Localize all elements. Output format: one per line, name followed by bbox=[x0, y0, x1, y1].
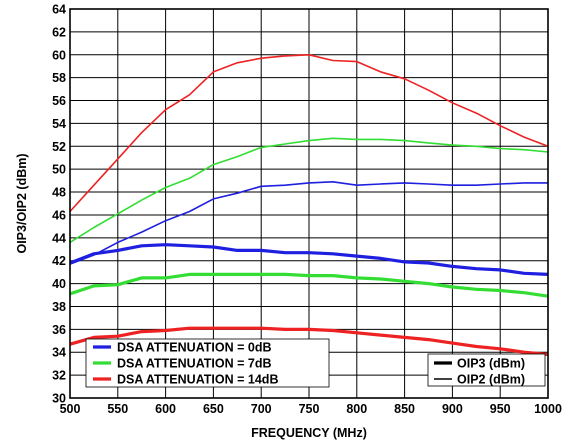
y-tick-label: 34 bbox=[52, 346, 66, 360]
x-tick-label: 550 bbox=[107, 402, 128, 416]
x-tick-label: 750 bbox=[299, 402, 320, 416]
legend-style-entry: OIP3 (dBm) bbox=[457, 357, 525, 371]
y-tick-label: 40 bbox=[52, 277, 66, 291]
legend-style-entry: OIP2 (dBm) bbox=[457, 373, 525, 387]
style-legend-box bbox=[427, 353, 546, 387]
x-tick-label: 950 bbox=[490, 402, 511, 416]
legend-entry: DSA ATTENUATION = 14dB bbox=[117, 373, 278, 387]
x-tick-label: 1000 bbox=[534, 402, 562, 416]
series-line-5 bbox=[69, 272, 549, 298]
series-lines bbox=[69, 53, 549, 357]
legend-entry: DSA ATTENUATION = 7dB bbox=[117, 357, 272, 371]
y-axis-label: OIP3/OIP2 (dBm) bbox=[15, 153, 29, 253]
series-line-4 bbox=[69, 243, 549, 276]
x-tick-label: 850 bbox=[394, 402, 415, 416]
x-tick-label: 900 bbox=[442, 402, 463, 416]
y-tick-label: 38 bbox=[52, 300, 66, 314]
y-tick-label: 62 bbox=[52, 25, 66, 39]
legend-entry: DSA ATTENUATION = 0dB bbox=[117, 341, 272, 355]
y-tick-label: 54 bbox=[52, 117, 66, 131]
x-axis-label: FREQUENCY (MHz) bbox=[251, 426, 367, 440]
series-line-6 bbox=[69, 326, 549, 357]
legend-box bbox=[85, 338, 330, 388]
y-tick-label: 36 bbox=[52, 323, 66, 337]
y-tick-label: 60 bbox=[52, 48, 66, 62]
y-tick-label: 30 bbox=[52, 392, 66, 406]
x-tick-label: 800 bbox=[346, 402, 367, 416]
series-line-3 bbox=[69, 181, 548, 265]
y-tick-label: 64 bbox=[52, 3, 66, 17]
series-line-1 bbox=[69, 53, 549, 213]
y-tick-label: 52 bbox=[52, 140, 66, 154]
y-tick-labels: 30 32 34 36 38 40 42 44 46 48 50 52 54 56 58 60 62 64 bbox=[52, 3, 66, 406]
x-tick-labels: 500 550 600 650 700 750 800 850 900 950 1000 bbox=[60, 402, 562, 416]
series-line-2 bbox=[69, 137, 549, 244]
y-tick-label: 50 bbox=[52, 163, 66, 177]
y-tick-label: 58 bbox=[52, 71, 66, 85]
x-tick-label: 500 bbox=[60, 402, 81, 416]
y-tick-label: 42 bbox=[52, 254, 66, 268]
y-tick-label: 44 bbox=[52, 231, 66, 245]
y-tick-label: 46 bbox=[52, 208, 66, 222]
y-tick-label: 32 bbox=[52, 369, 66, 383]
legend: DSA ATTENUATION = 0dB DSA ATTENUATION = 7… bbox=[93, 341, 525, 387]
y-tick-label: 48 bbox=[52, 186, 66, 200]
x-tick-label: 650 bbox=[203, 402, 224, 416]
y-tick-label: 56 bbox=[52, 94, 66, 108]
x-tick-label: 600 bbox=[155, 402, 176, 416]
x-tick-label: 700 bbox=[251, 402, 272, 416]
plot-frame bbox=[69, 8, 549, 399]
